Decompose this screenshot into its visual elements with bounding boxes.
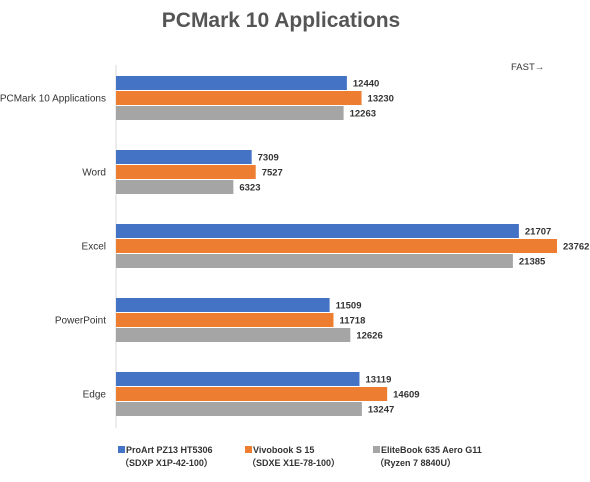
category-label-excel: Excel — [82, 242, 106, 253]
bar-word-vivobook-s-15 — [116, 165, 256, 179]
data-label-powerpoint-proart-pz13-ht5306: 11509 — [336, 301, 362, 312]
legend-label-elitebook-635-aero-g11: EliteBook 635 Aero G11 — [381, 445, 482, 455]
category-label-pcmark-10-applications: PCMark 10 Applications — [0, 94, 106, 105]
legend-marker-proart-pz13-ht5306 — [118, 446, 125, 453]
bar-excel-elitebook-635-aero-g11 — [116, 254, 513, 268]
category-label-edge: Edge — [83, 390, 107, 401]
bar-powerpoint-vivobook-s-15 — [116, 313, 334, 327]
legend-label-proart-pz13-ht5306: ProArt PZ13 HT5306 — [126, 445, 213, 455]
bar-powerpoint-proart-pz13-ht5306 — [116, 298, 330, 312]
bar-powerpoint-elitebook-635-aero-g11 — [116, 328, 351, 342]
legend-label-vivobook-s-15: Vivobook S 15 — [253, 445, 314, 455]
data-label-pcmark-10-applications-vivobook-s-15: 13230 — [368, 94, 394, 105]
data-label-word-proart-pz13-ht5306: 7309 — [258, 153, 279, 164]
bar-edge-elitebook-635-aero-g11 — [116, 402, 362, 416]
bar-edge-proart-pz13-ht5306 — [116, 372, 360, 386]
bar-excel-vivobook-s-15 — [116, 239, 558, 253]
data-label-edge-proart-pz13-ht5306: 13119 — [365, 375, 391, 386]
data-label-word-elitebook-635-aero-g11: 6323 — [239, 183, 260, 194]
data-label-powerpoint-vivobook-s-15: 11718 — [339, 316, 365, 327]
legend-sublabel-proart-pz13-ht5306: （SDXP X1P-42-100） — [120, 458, 213, 468]
legend-sublabel-vivobook-s-15: （SDXE X1E-78-100） — [247, 458, 340, 468]
category-label-powerpoint: PowerPoint — [55, 316, 106, 327]
category-label-word: Word — [82, 168, 106, 179]
chart-title: PCMark 10 Applications — [162, 9, 400, 32]
data-label-word-vivobook-s-15: 7527 — [262, 168, 283, 179]
data-label-edge-vivobook-s-15: 14609 — [393, 390, 419, 401]
fast-annotation: FAST→ — [511, 62, 544, 73]
data-label-excel-elitebook-635-aero-g11: 21385 — [519, 257, 546, 268]
bar-pcmark-10-applications-vivobook-s-15 — [116, 91, 362, 105]
legend: ProArt PZ13 HT5306 （SDXP X1P-42-100） Vivob… — [118, 445, 482, 468]
bar-edge-vivobook-s-15 — [116, 387, 388, 401]
legend-sublabel-elitebook-635-aero-g11: （Ryzen 7 8840U） — [375, 458, 456, 468]
data-label-powerpoint-elitebook-635-aero-g11: 12626 — [356, 331, 382, 342]
legend-marker-elitebook-635-aero-g11 — [373, 446, 380, 453]
data-label-excel-proart-pz13-ht5306: 21707 — [525, 227, 551, 238]
bar-word-elitebook-635-aero-g11 — [116, 180, 234, 194]
bar-pcmark-10-applications-elitebook-635-aero-g11 — [116, 106, 344, 120]
data-label-excel-vivobook-s-15: 23762 — [563, 242, 589, 253]
bar-word-proart-pz13-ht5306 — [116, 150, 252, 164]
data-label-pcmark-10-applications-elitebook-635-aero-g11: 12263 — [350, 109, 376, 120]
data-label-edge-elitebook-635-aero-g11: 13247 — [368, 405, 394, 416]
data-label-pcmark-10-applications-proart-pz13-ht5306: 12440 — [353, 79, 379, 90]
bar-pcmark-10-applications-proart-pz13-ht5306 — [116, 76, 347, 90]
legend-marker-vivobook-s-15 — [245, 446, 252, 453]
bar-excel-proart-pz13-ht5306 — [116, 224, 519, 238]
bars-layer: PCMark 10 Applications 12440 13230 12263 Wor… — [0, 76, 589, 416]
